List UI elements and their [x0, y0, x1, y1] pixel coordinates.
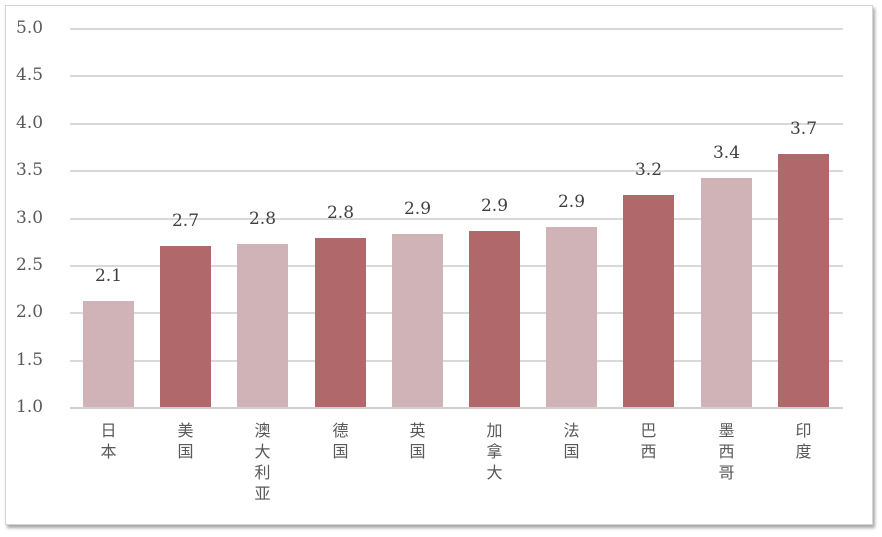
- gridline: [70, 28, 843, 30]
- bar[interactable]: [701, 177, 752, 408]
- x-category-label: 印度: [795, 421, 812, 461]
- x-category-label: 墨西哥: [718, 421, 735, 482]
- y-tick-label: 4.0: [16, 112, 44, 133]
- bar[interactable]: [623, 194, 674, 408]
- gridline: [70, 359, 843, 362]
- x-category-label: 法国: [563, 421, 580, 461]
- y-tick-label: 5.0: [16, 18, 44, 38]
- data-label: 2.8: [326, 203, 355, 224]
- data-label: 2.1: [94, 265, 123, 286]
- y-tick-label: 1.0: [16, 397, 44, 417]
- y-tick-label: 3.0: [16, 207, 44, 228]
- y-tick-label: 4.5: [16, 65, 44, 86]
- x-category-label: 美国: [177, 421, 194, 461]
- x-axis-line: [70, 407, 843, 409]
- gridline: [70, 264, 843, 267]
- x-category-label: 英国: [409, 421, 426, 461]
- data-label: 2.9: [480, 195, 509, 216]
- bar[interactable]: [237, 244, 288, 408]
- data-label: 2.7: [171, 210, 200, 231]
- bar[interactable]: [83, 300, 134, 408]
- gridline: [70, 75, 843, 78]
- gridline: [70, 170, 843, 173]
- data-label: 2.8: [248, 209, 277, 230]
- data-label: 2.9: [403, 198, 432, 219]
- bar[interactable]: [546, 227, 597, 408]
- bar[interactable]: [315, 238, 366, 408]
- x-category-label: 巴西: [640, 421, 657, 461]
- data-label: 3.4: [712, 142, 741, 163]
- bar[interactable]: [160, 245, 211, 408]
- gridline: [70, 122, 843, 125]
- bar[interactable]: [469, 230, 520, 408]
- x-category-label: 德国: [332, 421, 349, 461]
- data-label: 3.7: [789, 119, 818, 140]
- x-category-label: 加拿大: [486, 421, 503, 482]
- gridline: [70, 217, 843, 220]
- data-label: 2.9: [557, 192, 586, 213]
- bar[interactable]: [778, 154, 829, 408]
- x-category-label: 澳大利亚: [254, 421, 271, 503]
- bar[interactable]: [392, 233, 443, 408]
- y-tick-label: 3.5: [16, 160, 44, 181]
- data-label: 3.2: [634, 159, 663, 180]
- y-tick-label: 2.5: [16, 254, 44, 275]
- y-tick-label: 1.5: [16, 349, 44, 370]
- gridline: [70, 312, 843, 315]
- x-category-label: 日本: [100, 421, 117, 461]
- y-tick-label: 2.0: [16, 302, 44, 323]
